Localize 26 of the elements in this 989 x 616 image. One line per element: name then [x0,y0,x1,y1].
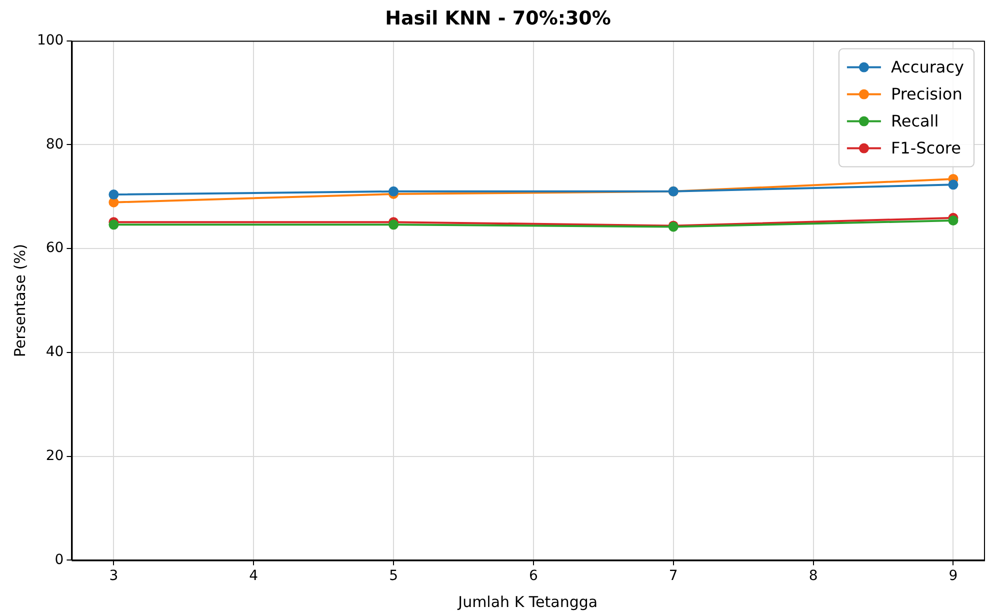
point [388,220,399,230]
point [108,190,119,200]
y-tick-label: 40 [46,344,64,360]
legend-label: F1-Score [890,138,961,158]
y-tick-label: 0 [54,552,64,568]
point [948,216,958,226]
point [948,180,958,190]
x-axis-title: Jumlah K Tetangga [457,592,598,611]
legend-label: Precision [890,84,962,104]
x-tick-label: 9 [948,568,958,584]
x-tick-label: 8 [808,568,818,584]
legend-label: Recall [890,111,939,130]
y-tick-label: 100 [36,32,64,48]
point [388,186,399,196]
x-tick-label: 3 [109,568,118,584]
legend-label: Accuracy [890,57,964,76]
y-tick-label: 20 [46,448,64,464]
x-tick-label: 7 [668,568,678,584]
y-tick-label: 80 [46,136,64,152]
x-tick-label: 6 [528,568,538,584]
x-tick-label: 4 [249,568,258,584]
y-axis-title: Persentase (%) [10,244,29,358]
point [108,220,119,230]
chart-title: Hasil KNN - 70%:30% [385,7,611,30]
y-tick-label: 60 [46,240,64,256]
x-tick-label: 5 [389,568,398,584]
